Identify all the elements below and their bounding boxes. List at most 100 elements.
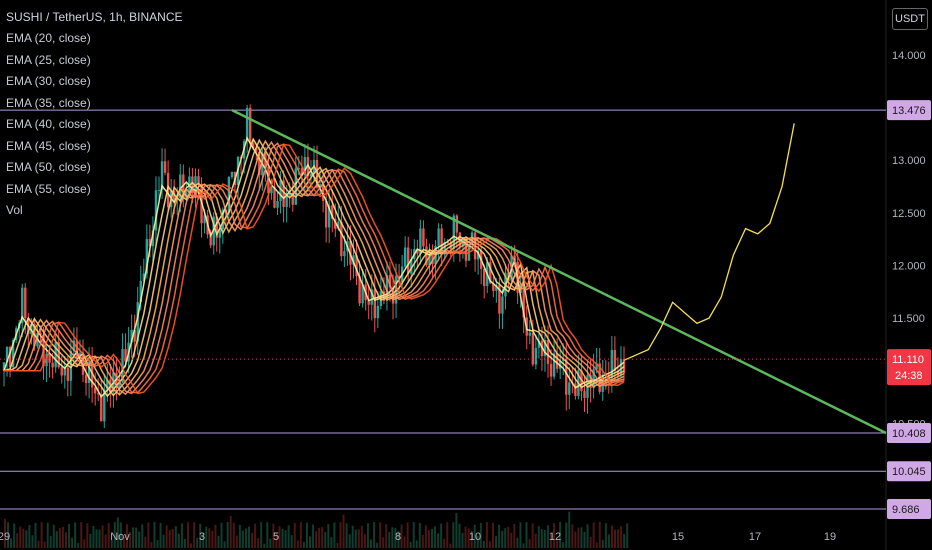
volume-bar bbox=[373, 522, 376, 548]
candle bbox=[601, 374, 604, 392]
indicator-ema-20-close[interactable]: EMA (20, close) bbox=[6, 31, 91, 45]
volume-bar bbox=[135, 527, 138, 548]
volume-bar bbox=[122, 536, 125, 548]
candle bbox=[142, 273, 146, 281]
volume-bar bbox=[440, 523, 443, 548]
volume-bar bbox=[248, 526, 250, 548]
volume-bar bbox=[461, 532, 464, 548]
candle bbox=[179, 174, 182, 199]
candle bbox=[87, 361, 91, 383]
candle bbox=[215, 216, 218, 238]
indicator-ema-30-close[interactable]: EMA (30, close) bbox=[6, 74, 91, 88]
candle bbox=[282, 180, 285, 208]
price-level-tag bbox=[887, 461, 931, 482]
candle bbox=[522, 283, 525, 318]
candle bbox=[446, 242, 449, 244]
candle bbox=[331, 205, 334, 220]
candle bbox=[470, 232, 474, 245]
volume-bar bbox=[16, 533, 19, 548]
volume-bar bbox=[571, 524, 574, 548]
volume-bar bbox=[272, 523, 275, 548]
candle bbox=[583, 391, 586, 398]
volume-bar bbox=[278, 526, 281, 548]
volume-bar bbox=[119, 522, 122, 548]
candle bbox=[97, 393, 100, 395]
volume-bar bbox=[510, 532, 513, 548]
volume-bar bbox=[479, 522, 482, 548]
volume-bar bbox=[98, 529, 101, 548]
volume-bar bbox=[4, 519, 6, 548]
candle bbox=[324, 200, 328, 228]
volume-bar bbox=[28, 525, 31, 548]
volume-bar bbox=[80, 522, 83, 548]
volume-bar bbox=[403, 536, 406, 548]
candle bbox=[531, 332, 535, 365]
volume-bar bbox=[55, 531, 58, 548]
last-price-tag bbox=[887, 349, 931, 386]
indicator-ema-25-close[interactable]: EMA (25, close) bbox=[6, 52, 91, 67]
candle bbox=[21, 287, 24, 324]
indicator-vol[interactable]: Vol bbox=[6, 203, 23, 217]
candle bbox=[367, 300, 370, 305]
volume-bar bbox=[473, 524, 476, 548]
candle bbox=[482, 268, 486, 286]
volume-bar bbox=[101, 525, 104, 548]
candle bbox=[276, 201, 279, 208]
candle bbox=[297, 168, 301, 170]
candle bbox=[306, 157, 310, 177]
volume-bar bbox=[235, 535, 238, 548]
candle bbox=[203, 215, 206, 224]
volume-bar bbox=[504, 528, 507, 548]
indicator-ema-35-close[interactable]: EMA (35, close) bbox=[6, 95, 91, 110]
volume-bar bbox=[488, 541, 491, 548]
volume-bar bbox=[229, 516, 232, 548]
candle bbox=[476, 250, 480, 260]
candle bbox=[248, 107, 252, 144]
trendline[interactable] bbox=[231, 109, 887, 435]
volume-bar bbox=[7, 522, 10, 548]
candle bbox=[285, 195, 288, 208]
volume-bar bbox=[580, 527, 583, 548]
volume-bar bbox=[507, 526, 510, 548]
candle bbox=[443, 242, 446, 255]
candle bbox=[288, 193, 291, 196]
volume-bar bbox=[345, 523, 348, 548]
volume-bar bbox=[43, 541, 46, 548]
projection-line[interactable] bbox=[623, 123, 795, 361]
candle bbox=[537, 340, 541, 348]
volume-bar bbox=[333, 522, 336, 548]
volume-bar bbox=[299, 522, 302, 548]
volume-bar bbox=[525, 522, 528, 548]
volume-bar bbox=[400, 524, 403, 548]
indicator-ema-45-close[interactable]: EMA (45, close) bbox=[6, 138, 91, 153]
price-level-tag bbox=[887, 423, 931, 443]
indicator-ema-55-close[interactable]: EMA (55, close) bbox=[6, 181, 91, 196]
volume-bar bbox=[241, 530, 244, 548]
volume-bar bbox=[214, 524, 217, 548]
price-tick-label: 13.000 bbox=[892, 155, 926, 167]
volume-bar bbox=[202, 532, 205, 548]
candle bbox=[534, 347, 538, 365]
currency-button[interactable]: USDT bbox=[892, 8, 928, 30]
volume-bar bbox=[296, 540, 299, 548]
candle bbox=[555, 353, 559, 369]
volume-bar bbox=[287, 525, 290, 548]
indicator-ema-50-close[interactable]: EMA (50, close) bbox=[6, 160, 91, 174]
volume-bar bbox=[614, 529, 616, 548]
volume-bar bbox=[366, 523, 369, 548]
candle bbox=[8, 346, 12, 368]
volume-bar bbox=[357, 529, 360, 548]
symbol-title[interactable]: SUSHI / TetherUS, 1h, BINANCE bbox=[6, 10, 183, 24]
indicator-list: EMA (20, close) EMA (25, close) EMA (30, c… bbox=[6, 28, 183, 222]
volume-bar bbox=[598, 522, 601, 548]
time-tick-label: 12 bbox=[549, 531, 561, 543]
indicator-ema-40-close[interactable]: EMA (40, close) bbox=[6, 117, 91, 131]
volume-bar bbox=[604, 523, 607, 548]
candle bbox=[340, 221, 343, 257]
candle bbox=[501, 296, 504, 314]
volume-bar bbox=[482, 541, 485, 548]
volume-bar bbox=[370, 539, 372, 548]
volume-bar bbox=[10, 538, 13, 548]
volume-bar bbox=[522, 543, 525, 548]
